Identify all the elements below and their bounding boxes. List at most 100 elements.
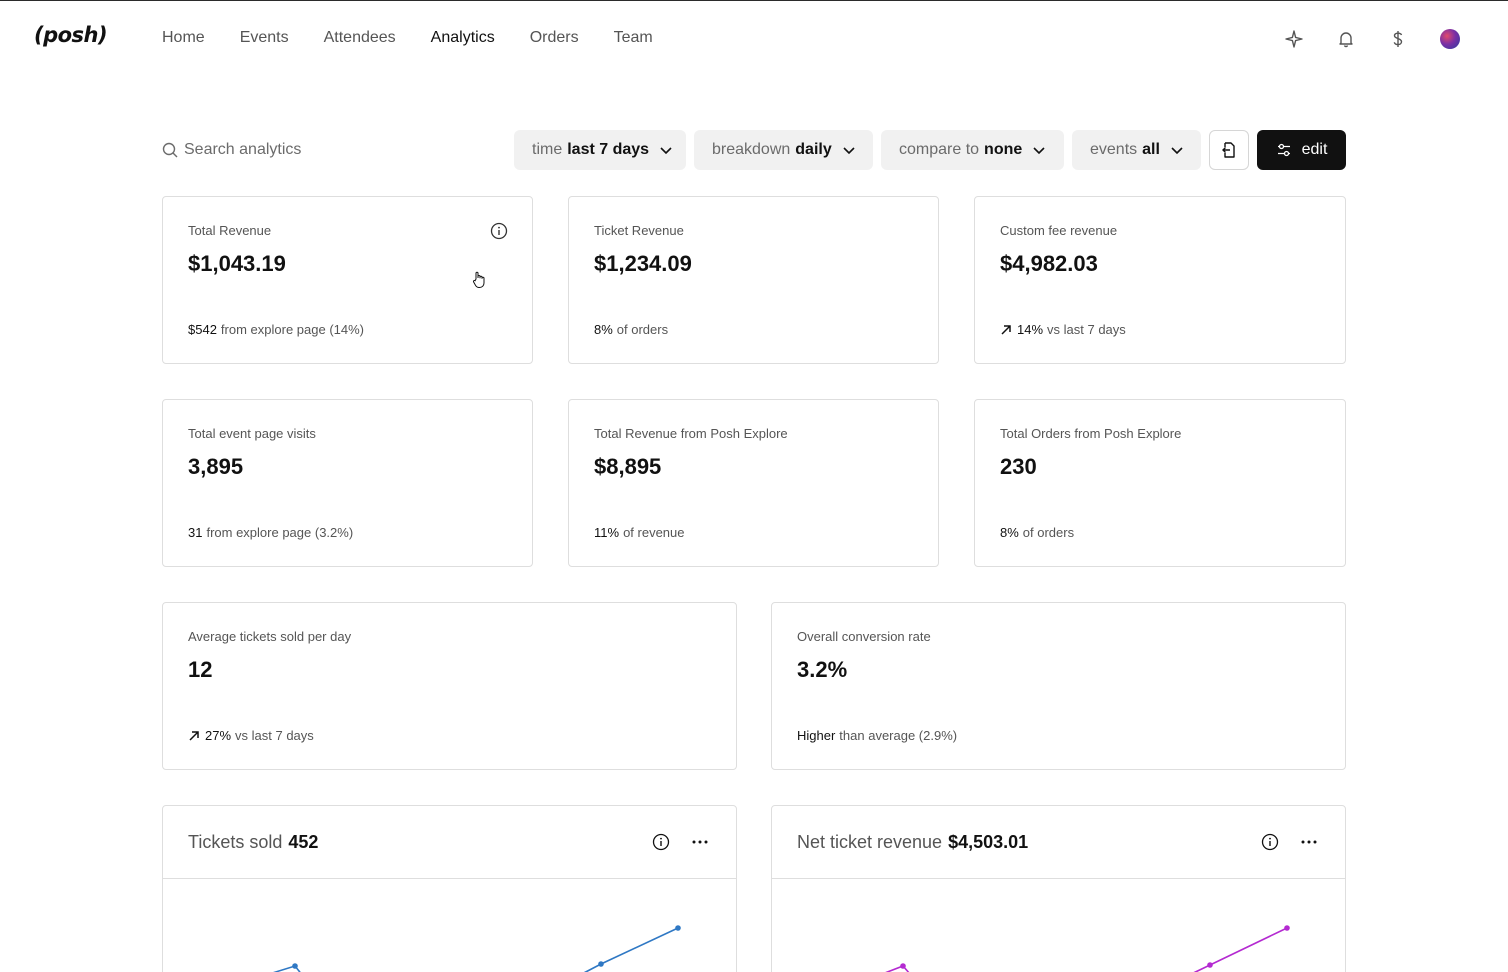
- chart-title: Net ticket revenue $4,503.01: [797, 832, 1028, 853]
- footnote-highlight: $542: [188, 322, 217, 337]
- sparkle-icon[interactable]: [1282, 27, 1306, 51]
- tickets-series-line-right: [583, 927, 679, 972]
- hand-cursor-icon: [472, 271, 485, 288]
- revenue-series-line-right: [1193, 927, 1288, 972]
- footnote-highlight: 11%: [594, 525, 620, 540]
- chart-total: 452: [288, 832, 319, 852]
- posh-logo[interactable]: (posh): [34, 23, 108, 47]
- edit-button-label: edit: [1301, 141, 1328, 158]
- arrow-up-right-icon: [1000, 324, 1012, 336]
- footnote-highlight: 31: [188, 525, 203, 540]
- dollar-icon[interactable]: [1386, 27, 1410, 51]
- chevron-down-icon: [1032, 143, 1046, 157]
- footnote-text: vs last 7 days: [1047, 322, 1126, 337]
- export-button[interactable]: [1209, 130, 1249, 170]
- footnote-text: of revenue: [623, 525, 685, 540]
- data-point: [598, 961, 604, 967]
- info-icon[interactable]: [652, 833, 670, 851]
- time-filter-dropdown[interactable]: time last 7 days: [514, 130, 686, 170]
- data-point: [675, 925, 681, 931]
- card-label: Total Orders from Posh Explore: [1000, 426, 1182, 441]
- card-footnote: 11% of revenue: [594, 525, 685, 540]
- card-value: $1,043.19: [188, 251, 286, 276]
- search-input[interactable]: Search analytics: [162, 130, 301, 170]
- footnote-text: vs last 7 days: [235, 728, 314, 743]
- card-footnote: $542 from explore page (14%): [188, 322, 364, 337]
- search-icon: [162, 142, 178, 158]
- analytics-toolbar: Search analytics time last 7 days breakd…: [162, 130, 1346, 170]
- events-filter-dropdown[interactable]: events all: [1072, 130, 1201, 170]
- compare-filter-dropdown[interactable]: compare to none: [881, 130, 1064, 170]
- ticket-revenue-card: Ticket Revenue $1,234.09 8% of orders: [568, 196, 939, 364]
- chart-title-label: Net ticket revenue: [797, 832, 943, 852]
- breakdown-filter-dropdown[interactable]: breakdown daily: [694, 130, 873, 170]
- card-label: Average tickets sold per day: [188, 629, 352, 644]
- chart-total: $4,503.01: [948, 832, 1029, 852]
- explore-revenue-card: Total Revenue from Posh Explore $8,895 1…: [568, 399, 939, 567]
- nav-orders[interactable]: Orders: [529, 29, 579, 46]
- more-options-icon[interactable]: [691, 833, 709, 851]
- window-top-border: [0, 0, 1508, 1]
- card-footnote: 8% of orders: [1000, 525, 1074, 540]
- footnote-highlight: 8%: [594, 322, 613, 337]
- footnote-highlight: 8%: [1000, 525, 1019, 540]
- tickets-line-chart: [272, 925, 681, 972]
- sliders-icon: [1277, 143, 1290, 157]
- footnote-text: than average (2.9%): [839, 728, 958, 743]
- card-value: 3,895: [188, 454, 244, 479]
- nav-events[interactable]: Events: [239, 29, 289, 46]
- chart-title-label: Tickets sold: [188, 832, 283, 852]
- data-point: [1284, 925, 1290, 931]
- main-nav: Home Events Attendees Analytics Orders T…: [162, 29, 688, 47]
- breakdown-filter-value: daily: [795, 141, 832, 158]
- chart-header: Net ticket revenue $4,503.01: [772, 806, 1345, 879]
- total-revenue-card: Total Revenue $1,043.19 $542 from explor…: [162, 196, 533, 364]
- footnote-text: of orders: [616, 322, 669, 337]
- card-footnote: Higher than average (2.9%): [797, 728, 957, 743]
- nav-attendees[interactable]: Attendees: [323, 29, 396, 46]
- breakdown-filter-label: breakdown: [712, 141, 791, 158]
- chart-title: Tickets sold 452: [188, 832, 318, 853]
- info-icon[interactable]: [490, 222, 508, 240]
- time-filter-label: time: [532, 141, 563, 158]
- compare-filter-value: none: [984, 141, 1023, 158]
- export-icon: [1222, 142, 1235, 158]
- edit-button[interactable]: edit: [1257, 130, 1346, 170]
- user-avatar-button[interactable]: [1438, 27, 1462, 51]
- nav-analytics[interactable]: Analytics: [430, 29, 495, 46]
- card-label: Custom fee revenue: [1000, 223, 1118, 238]
- avatar: [1440, 29, 1460, 49]
- card-value: $4,982.03: [1000, 251, 1098, 276]
- net-ticket-revenue-chart-card: Net ticket revenue $4,503.01: [771, 805, 1346, 972]
- data-point: [292, 963, 298, 969]
- page-visits-card: Total event page visits 3,895 31 from ex…: [162, 399, 533, 567]
- custom-fee-revenue-card: Custom fee revenue $4,982.03 14% vs last…: [974, 196, 1346, 364]
- card-label: Total Revenue: [188, 223, 272, 238]
- events-filter-label: events: [1090, 141, 1138, 158]
- card-value: $1,234.09: [594, 251, 692, 276]
- card-value: $8,895: [594, 454, 662, 479]
- footnote-text: from explore page (3.2%): [206, 525, 354, 540]
- chevron-down-icon: [659, 143, 673, 157]
- events-filter-value: all: [1142, 141, 1160, 158]
- time-filter-value: last 7 days: [567, 141, 650, 158]
- more-options-icon[interactable]: [1300, 833, 1318, 851]
- card-value: 3.2%: [797, 657, 848, 682]
- footnote-highlight: 14%: [1017, 322, 1044, 337]
- card-footnote: 8% of orders: [594, 322, 668, 337]
- top-header: (posh) Home Events Attendees Analytics O…: [0, 1, 1508, 75]
- card-footnote: 14% vs last 7 days: [1000, 322, 1126, 337]
- card-label: Overall conversion rate: [797, 629, 931, 644]
- nav-home[interactable]: Home: [162, 29, 205, 46]
- bell-icon[interactable]: [1334, 27, 1358, 51]
- footnote-highlight: 27%: [205, 728, 232, 743]
- arrow-up-right-icon: [188, 730, 200, 742]
- search-placeholder: Search analytics: [184, 141, 302, 158]
- data-point: [900, 963, 906, 969]
- card-footnote: 31 from explore page (3.2%): [188, 525, 353, 540]
- info-icon[interactable]: [1261, 833, 1279, 851]
- card-label: Ticket Revenue: [594, 223, 684, 238]
- footnote-highlight: Higher: [797, 728, 836, 743]
- nav-team[interactable]: Team: [613, 29, 653, 46]
- compare-filter-label: compare to: [899, 141, 980, 158]
